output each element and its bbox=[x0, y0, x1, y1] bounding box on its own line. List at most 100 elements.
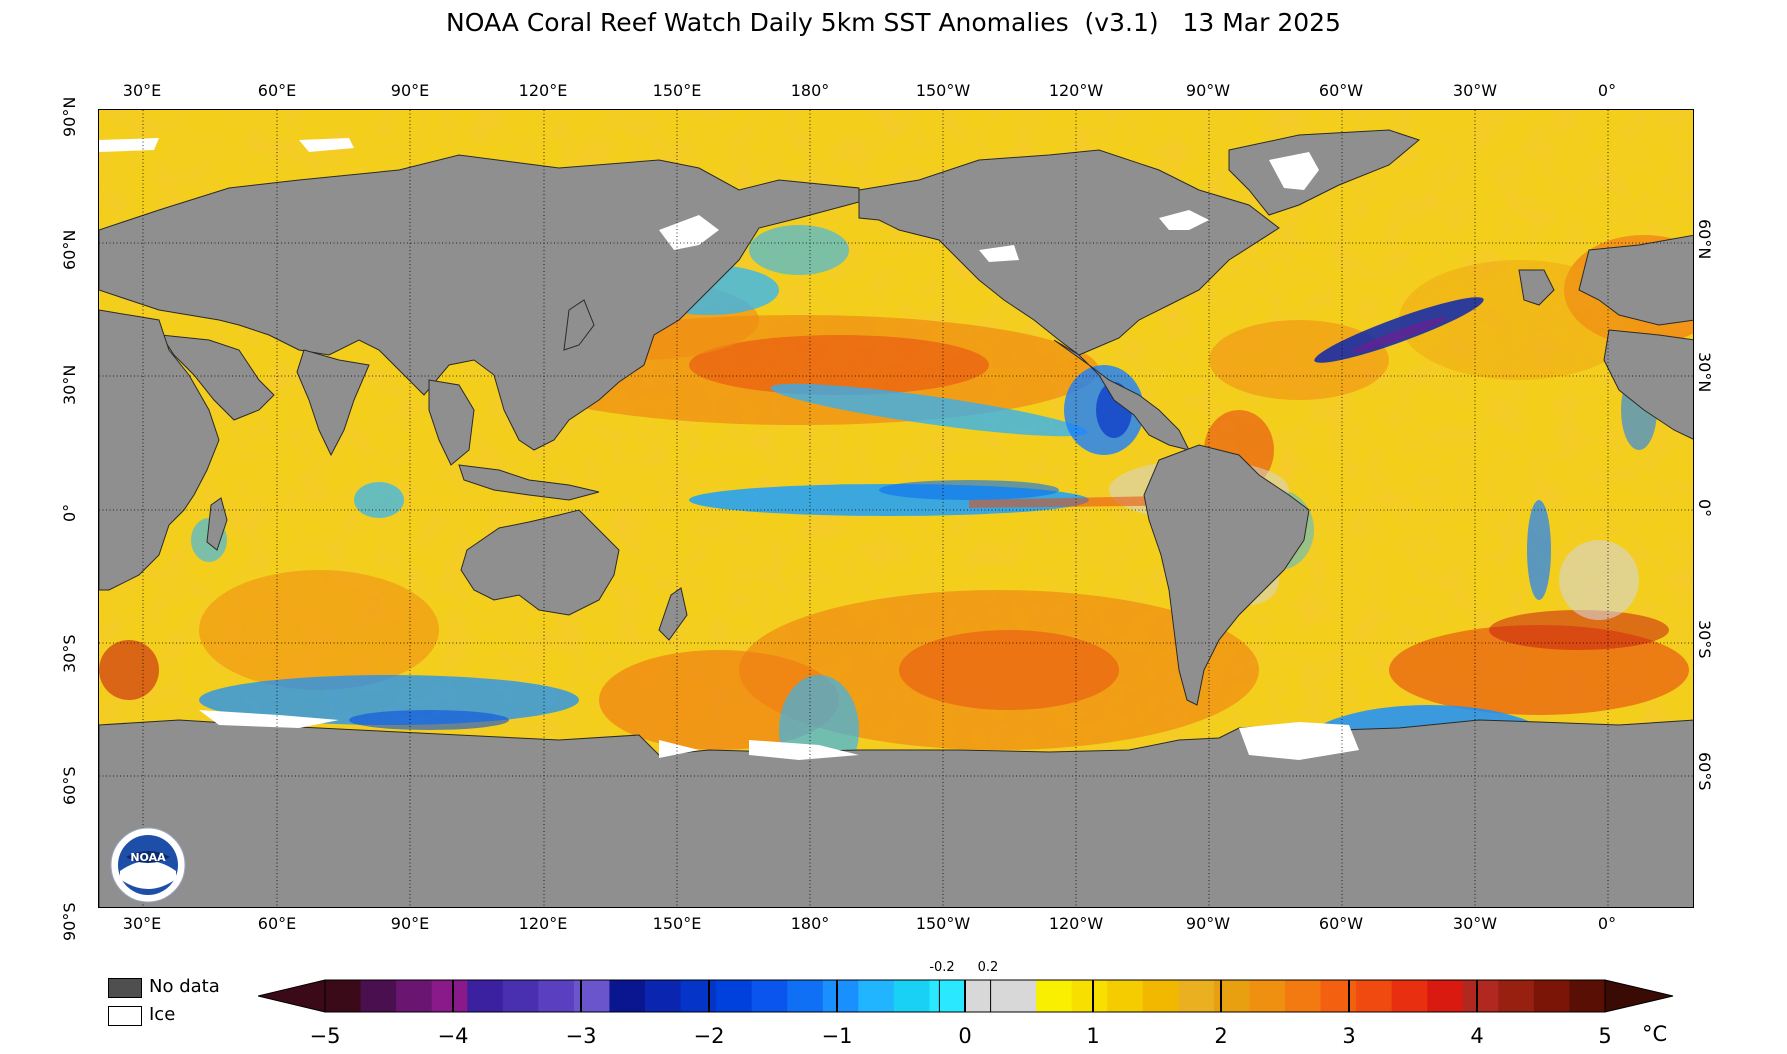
graticule bbox=[99, 110, 1693, 907]
colorbar-arrow-low bbox=[258, 979, 326, 1013]
no-data-swatch bbox=[108, 978, 142, 998]
lat-label: 30°S bbox=[1695, 620, 1714, 659]
colorbar-segment bbox=[1142, 980, 1179, 1012]
colorbar-tick: 4 bbox=[1470, 1024, 1484, 1048]
lat-label: 0° bbox=[60, 503, 79, 522]
colorbar-segment bbox=[1178, 980, 1215, 1012]
lon-label: 120°W bbox=[1048, 914, 1104, 933]
colorbar-segment bbox=[716, 980, 753, 1012]
lon-label: 30°E bbox=[122, 914, 162, 933]
lat-label: 60°S bbox=[60, 766, 79, 805]
lon-label: 60°E bbox=[257, 81, 297, 100]
page-title: NOAA Coral Reef Watch Daily 5km SST Anom… bbox=[446, 8, 1341, 37]
colorbar-segment bbox=[858, 980, 895, 1012]
colorbar-segment bbox=[1107, 980, 1144, 1012]
colorbar-segment bbox=[929, 980, 966, 1012]
colorbar-segment bbox=[1285, 980, 1322, 1012]
colorbar-segment bbox=[1320, 980, 1357, 1012]
colorbar-segment bbox=[467, 980, 504, 1012]
colorbar-segment bbox=[1036, 980, 1073, 1012]
colorbar-arrow-high bbox=[1604, 979, 1674, 1013]
lon-label: 60°E bbox=[257, 914, 297, 933]
colorbar-segment bbox=[1000, 980, 1037, 1012]
lon-label: 90°W bbox=[1185, 81, 1231, 100]
colorbar-segment bbox=[1427, 980, 1464, 1012]
colorbar-segment bbox=[822, 980, 859, 1012]
colorbar-segment bbox=[893, 980, 930, 1012]
lat-label: 30°N bbox=[1695, 352, 1714, 393]
colorbar bbox=[258, 979, 1674, 1013]
colorbar-segment bbox=[787, 980, 824, 1012]
colorbar-segment bbox=[680, 980, 717, 1012]
lon-label: 150°W bbox=[915, 81, 971, 100]
lon-label: 180° bbox=[790, 914, 830, 933]
colorbar-tick: 3 bbox=[1342, 1024, 1356, 1048]
lat-label: 90°S bbox=[60, 902, 79, 941]
lon-label: 150°W bbox=[915, 914, 971, 933]
sst-anomaly-map bbox=[98, 109, 1694, 908]
colorbar-segment bbox=[1462, 980, 1499, 1012]
ice bbox=[99, 138, 1359, 760]
colorbar-segment bbox=[431, 980, 468, 1012]
colorbar-segment bbox=[1569, 980, 1606, 1012]
lon-label: 120°W bbox=[1048, 81, 1104, 100]
map-svg bbox=[99, 110, 1693, 907]
lon-label: 60°W bbox=[1318, 81, 1364, 100]
lon-label: 180° bbox=[790, 81, 830, 100]
colorbar-segment bbox=[360, 980, 397, 1012]
colorbar-tick: −3 bbox=[565, 1024, 597, 1048]
lat-label: 60°S bbox=[1695, 752, 1714, 791]
lon-label: 150°E bbox=[652, 81, 702, 100]
noaa-logo: NOAA bbox=[110, 827, 186, 903]
colorbar-tick: −5 bbox=[309, 1024, 341, 1048]
lon-label: 0° bbox=[1597, 914, 1617, 933]
colorbar-tick: 1 bbox=[1086, 1024, 1100, 1048]
no-data-label: No data bbox=[149, 976, 220, 997]
lon-label: 60°W bbox=[1318, 914, 1364, 933]
lat-label: 30°N bbox=[60, 364, 79, 405]
colorbar-segment bbox=[1533, 980, 1570, 1012]
colorbar-tick: −4 bbox=[437, 1024, 469, 1048]
colorbar-segment bbox=[1071, 980, 1108, 1012]
lon-label: 120°E bbox=[518, 81, 568, 100]
lat-label: 60°N bbox=[60, 229, 79, 270]
colorbar-unit: °C bbox=[1642, 1022, 1668, 1046]
lat-label: 30°S bbox=[60, 634, 79, 673]
colorbar-tick: 5 bbox=[1598, 1024, 1612, 1048]
colorbar-segment bbox=[538, 980, 575, 1012]
lon-label: 90°W bbox=[1185, 914, 1231, 933]
colorbar-segment bbox=[1356, 980, 1393, 1012]
colorbar-segment bbox=[502, 980, 539, 1012]
colorbar-segment bbox=[965, 980, 1002, 1012]
colorbar-tick: −2 bbox=[693, 1024, 725, 1048]
colorbar-segment bbox=[609, 980, 646, 1012]
colorbar-segment bbox=[751, 980, 788, 1012]
colorbar-segment bbox=[645, 980, 682, 1012]
lon-label: 30°W bbox=[1452, 81, 1498, 100]
colorbar-segment bbox=[573, 980, 610, 1012]
colorbar-tick: −1 bbox=[821, 1024, 853, 1048]
colorbar-tick: 2 bbox=[1214, 1024, 1228, 1048]
lon-label: 150°E bbox=[652, 914, 702, 933]
lat-label: 60°N bbox=[1695, 219, 1714, 260]
lon-label: 30°W bbox=[1452, 914, 1498, 933]
ice-label: Ice bbox=[149, 1004, 176, 1025]
lon-label: 120°E bbox=[518, 914, 568, 933]
lon-label: 90°E bbox=[390, 914, 430, 933]
colorbar-small-tick: 0.2 bbox=[977, 960, 999, 975]
colorbar-small-tick: -0.2 bbox=[929, 960, 955, 975]
lon-label: 90°E bbox=[390, 81, 430, 100]
lon-label: 0° bbox=[1597, 81, 1617, 100]
colorbar-tick: 0 bbox=[958, 1024, 972, 1048]
colorbar-segment bbox=[1213, 980, 1250, 1012]
lon-label: 30°E bbox=[122, 81, 162, 100]
colorbar-segment bbox=[1498, 980, 1535, 1012]
lat-label: 0° bbox=[1695, 499, 1714, 518]
colorbar-segment bbox=[1249, 980, 1286, 1012]
colorbar-segment bbox=[1391, 980, 1428, 1012]
ice-swatch bbox=[108, 1006, 142, 1026]
lat-label: 90°N bbox=[60, 96, 79, 137]
colorbar-segment bbox=[325, 980, 362, 1012]
svg-text:NOAA: NOAA bbox=[130, 851, 166, 864]
colorbar-segment bbox=[396, 980, 433, 1012]
